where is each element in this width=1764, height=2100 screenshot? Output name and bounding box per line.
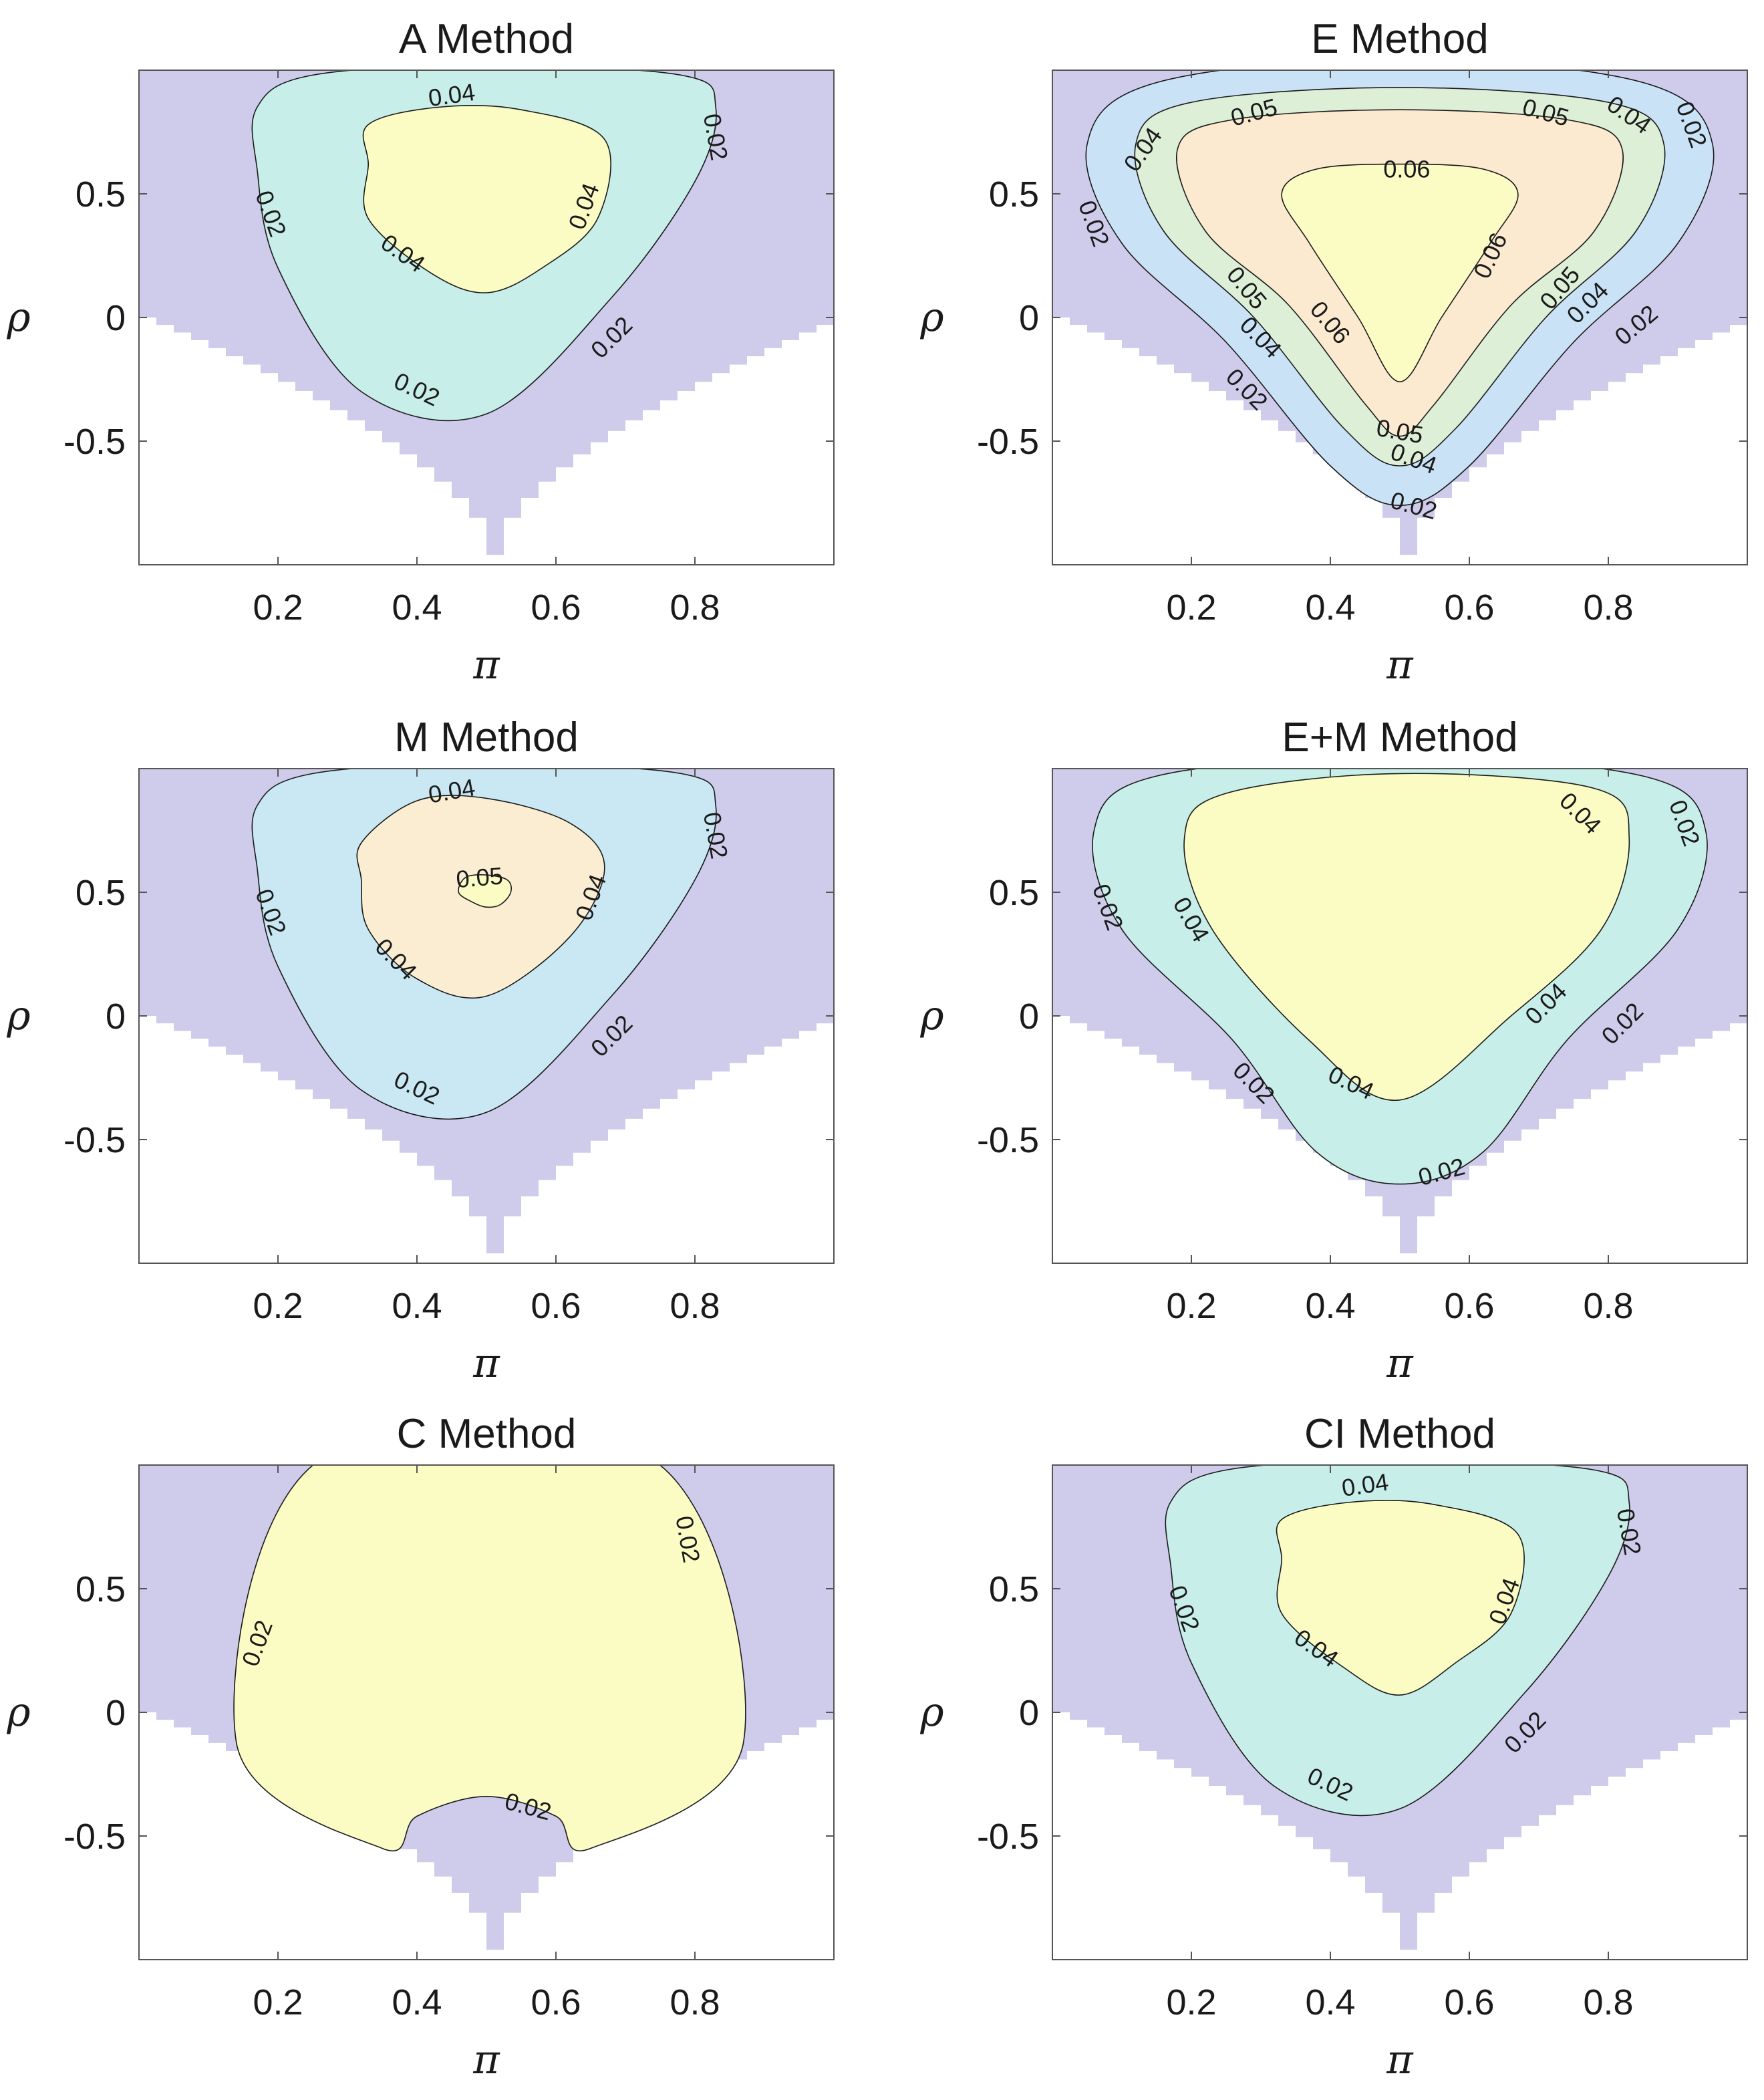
x-tick-label: 0.6 xyxy=(1444,587,1494,628)
panel-e-method: 0.05 0.050.040.04 0.020.060.020.060.05 0.05… xyxy=(919,16,1748,688)
panel-title: E Method xyxy=(1311,16,1488,62)
y-tick-label: 0 xyxy=(1019,1693,1039,1733)
panel-title: E+M Method xyxy=(1282,714,1517,761)
y-tick-label: -0.5 xyxy=(977,1120,1039,1160)
y-tick-label: -0.5 xyxy=(977,1817,1039,1857)
contour-label: 0.05 xyxy=(455,862,504,893)
plot-area: 0.05 0.050.040.04 0.020.060.020.060.05 0.05… xyxy=(1052,70,1747,555)
x-tick-label: 0.8 xyxy=(1583,1982,1633,2022)
x-tick-label: 0.2 xyxy=(1166,1286,1216,1326)
panel-title: CI Method xyxy=(1304,1411,1495,1457)
y-tick-label: 0 xyxy=(106,298,126,338)
x-axis-label: π xyxy=(1386,1340,1414,1387)
contour-0-04 xyxy=(1183,773,1630,1101)
x-tick-label: 0.8 xyxy=(670,1286,720,1326)
y-axis-label: ρ xyxy=(6,294,30,341)
x-tick-label: 0.6 xyxy=(531,1982,581,2022)
panel-e-m-method: 0.04 0.020.02 0.040.04 0.020.02 0.040.02 0.2 0… xyxy=(919,714,1748,1387)
x-axis-label: π xyxy=(472,1340,500,1387)
y-axis-label: ρ xyxy=(6,1689,30,1736)
y-tick-label: -0.5 xyxy=(63,422,126,462)
x-axis-label: π xyxy=(1386,642,1414,688)
y-axis-label: ρ xyxy=(6,993,30,1039)
x-tick-label: 0.4 xyxy=(392,1982,442,2022)
y-tick-label: 0.5 xyxy=(989,1569,1039,1609)
panel-title: A Method xyxy=(399,16,574,62)
x-tick-label: 0.6 xyxy=(1444,1982,1494,2022)
panel-title: C Method xyxy=(397,1411,577,1457)
contour-label: 0.04 xyxy=(1340,1468,1390,1501)
panel-c-method: 0.020.020.02 0.2 0.4 0.6 0.8 0.5 0 -0.5 C Method… xyxy=(6,1411,835,2083)
y-tick-label: 0 xyxy=(1019,997,1039,1037)
y-tick-label: 0 xyxy=(106,1693,126,1733)
x-tick-label: 0.4 xyxy=(392,587,442,628)
y-tick-label: 0.5 xyxy=(989,174,1039,215)
x-axis-label: π xyxy=(472,642,500,688)
y-tick-label: 0.5 xyxy=(76,1569,126,1609)
y-tick-label: 0 xyxy=(1019,298,1039,338)
panel-a-method: 0.040.020.02 0.040.040.020.02 0.2 0.4 0.6 0.8… xyxy=(6,16,835,688)
x-tick-label: 0.2 xyxy=(1166,1982,1216,2022)
plot-area: 0.040.020.02 0.040.040.020.02 xyxy=(139,70,834,555)
x-tick-label: 0.8 xyxy=(1583,1286,1633,1326)
contour-0-04 xyxy=(362,105,611,293)
x-tick-label: 0.6 xyxy=(531,587,581,628)
y-axis-label: ρ xyxy=(919,294,943,341)
contour-0-06 xyxy=(1281,163,1519,383)
contour-label: 0.04 xyxy=(426,78,476,112)
x-tick-label: 0.4 xyxy=(1305,1286,1355,1326)
contour-0-05 xyxy=(458,874,512,908)
x-tick-label: 0.4 xyxy=(1305,587,1355,628)
y-tick-label: 0.5 xyxy=(76,174,126,215)
plot-area: 0.020.020.02 xyxy=(139,1465,834,1950)
panel-title: M Method xyxy=(394,714,579,761)
panel-m-method: 0.040.020.050.02 0.040.040.020.02 0.2 0.4 0.… xyxy=(6,714,835,1387)
x-tick-label: 0.6 xyxy=(531,1286,581,1326)
x-tick-label: 0.4 xyxy=(1305,1982,1355,2022)
y-tick-label: -0.5 xyxy=(977,422,1039,462)
y-axis-label: ρ xyxy=(919,993,943,1039)
y-tick-label: -0.5 xyxy=(63,1817,126,1857)
x-axis-label: π xyxy=(1386,2037,1414,2083)
x-axis-label: π xyxy=(472,2037,500,2083)
contour-label: 0.06 xyxy=(1383,156,1430,183)
x-tick-label: 0.8 xyxy=(670,1982,720,2022)
x-tick-label: 0.2 xyxy=(1166,587,1216,628)
y-tick-label: 0.5 xyxy=(76,873,126,913)
x-tick-label: 0.8 xyxy=(670,587,720,628)
plot-area: 0.04 0.020.02 0.040.04 0.020.02 0.040.02 xyxy=(1052,769,1747,1254)
contour-0-02 xyxy=(233,1465,746,1852)
contour-0-04 xyxy=(1276,1500,1525,1696)
x-tick-label: 0.4 xyxy=(392,1286,442,1326)
x-tick-label: 0.2 xyxy=(253,1982,303,2022)
y-tick-label: 0.5 xyxy=(989,873,1039,913)
x-tick-label: 0.2 xyxy=(253,587,303,628)
x-tick-label: 0.6 xyxy=(1444,1286,1494,1326)
x-tick-label: 0.8 xyxy=(1583,587,1633,628)
x-tick-label: 0.2 xyxy=(253,1286,303,1326)
plot-area: 0.040.020.02 0.040.040.020.02 xyxy=(1052,1465,1747,1950)
plot-area: 0.040.020.050.02 0.040.040.020.02 xyxy=(139,769,834,1254)
y-axis-label: ρ xyxy=(919,1689,943,1736)
y-tick-label: -0.5 xyxy=(63,1120,126,1160)
y-tick-label: 0 xyxy=(106,997,126,1037)
panel-ci-method: 0.040.020.02 0.040.040.020.02 0.2 0.4 0.6 0.8… xyxy=(919,1411,1748,2083)
